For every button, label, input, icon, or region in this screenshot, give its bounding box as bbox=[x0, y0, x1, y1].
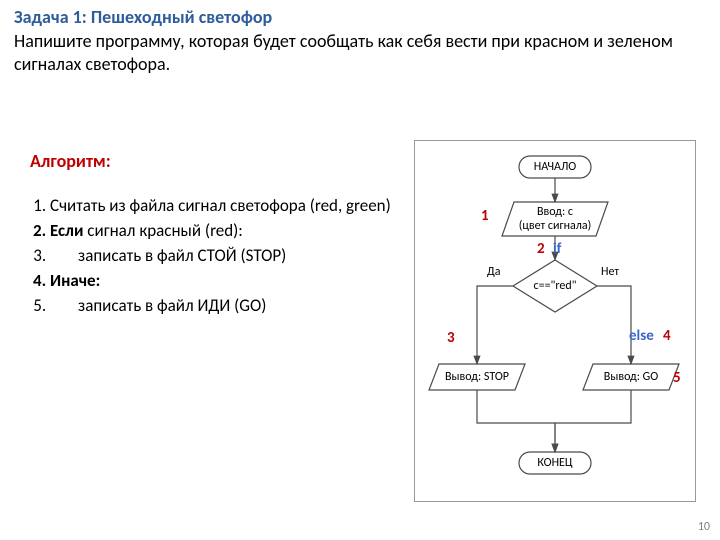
anno-4: 4 bbox=[663, 327, 671, 345]
node-end-label: КОНЕЦ bbox=[519, 456, 591, 470]
slide-title: Задача 1: Пешеходный светофор Напишите п… bbox=[14, 6, 694, 77]
anno-if: if bbox=[553, 240, 561, 258]
list-item: Иначе: bbox=[50, 270, 410, 293]
list-item: записать в файл ИДИ (GO) bbox=[50, 295, 410, 318]
edge-no-label: Нет bbox=[601, 265, 619, 279]
list-item: Считать из файла сигнал светофора (red, … bbox=[50, 195, 410, 218]
list-item: Если сигнал красный (red): bbox=[50, 220, 410, 243]
anno-else: else bbox=[629, 327, 654, 345]
anno-1: 1 bbox=[481, 207, 489, 225]
node-start-label: НАЧАЛО bbox=[519, 160, 591, 174]
anno-3: 3 bbox=[447, 329, 455, 347]
node-outstop-label: Вывод: STOP bbox=[429, 370, 525, 384]
algorithm-heading: Алгоритм: bbox=[30, 150, 111, 172]
node-decision-label: c=="red" bbox=[513, 279, 597, 293]
edge-yes-label: Да bbox=[487, 265, 500, 279]
task-body: Напишите программу, которая будет сообща… bbox=[14, 30, 673, 76]
algorithm-list: Считать из файла сигнал светофора (red, … bbox=[20, 195, 410, 320]
list-item: записать в файл СТОЙ (STOP) bbox=[50, 245, 410, 268]
flowchart: НАЧАЛО Ввод: c (цвет сигнала) c=="red" В… bbox=[414, 140, 696, 502]
task-heading: Задача 1: Пешеходный светофор bbox=[14, 6, 272, 28]
anno-5: 5 bbox=[673, 369, 681, 387]
page-number: 10 bbox=[698, 520, 710, 534]
node-outgo-label: Вывод: GO bbox=[583, 370, 679, 384]
node-input-label: Ввод: c (цвет сигнала) bbox=[502, 205, 608, 233]
flowchart-svg bbox=[415, 141, 695, 501]
anno-2: 2 bbox=[537, 240, 545, 258]
